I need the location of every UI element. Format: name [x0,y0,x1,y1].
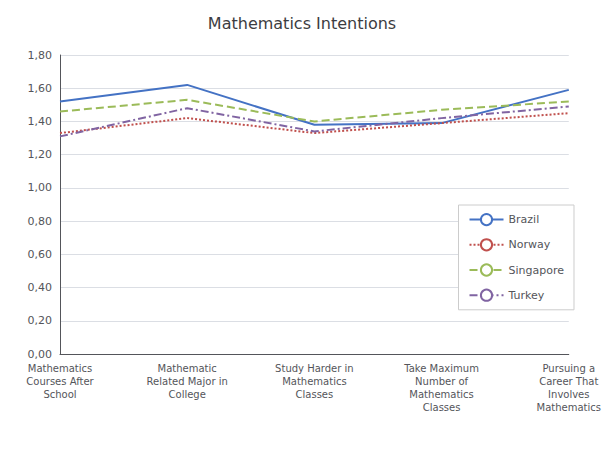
svg-text:0,60: 0,60 [28,248,53,261]
svg-text:Mathematic: Mathematic [158,363,217,374]
svg-text:Mathematics: Mathematics [537,402,601,413]
svg-text:Brazil: Brazil [509,213,540,226]
svg-text:0,20: 0,20 [28,314,53,327]
svg-text:Number of: Number of [415,376,468,387]
svg-text:Related Major in: Related Major in [147,376,228,387]
svg-text:Involves: Involves [548,389,589,400]
svg-text:1,00: 1,00 [28,181,53,194]
svg-text:1,20: 1,20 [28,148,53,161]
svg-text:1,80: 1,80 [28,49,53,62]
svg-text:Norway: Norway [509,238,551,251]
svg-text:Courses After: Courses After [26,376,94,387]
svg-text:School: School [43,389,76,400]
svg-text:Study Harder in: Study Harder in [275,363,354,374]
svg-text:1,40: 1,40 [28,115,53,128]
svg-text:Career That: Career That [539,376,598,387]
svg-text:Pursuing a: Pursuing a [542,363,595,374]
svg-text:0,40: 0,40 [28,281,53,294]
svg-text:College: College [169,389,206,400]
svg-text:Turkey: Turkey [508,289,545,302]
svg-text:Classes: Classes [423,402,461,413]
svg-text:Mathematics: Mathematics [282,376,346,387]
svg-text:Singapore: Singapore [509,264,565,277]
svg-text:Mathematics: Mathematics [28,363,92,374]
svg-text:0,80: 0,80 [28,215,53,228]
svg-text:Take Maximum: Take Maximum [403,363,479,374]
svg-text:Mathematics Intentions: Mathematics Intentions [208,14,396,33]
svg-text:1,60: 1,60 [28,82,53,95]
svg-text:Classes: Classes [296,389,334,400]
svg-text:Mathematics: Mathematics [409,389,473,400]
svg-text:0,00: 0,00 [28,348,53,361]
